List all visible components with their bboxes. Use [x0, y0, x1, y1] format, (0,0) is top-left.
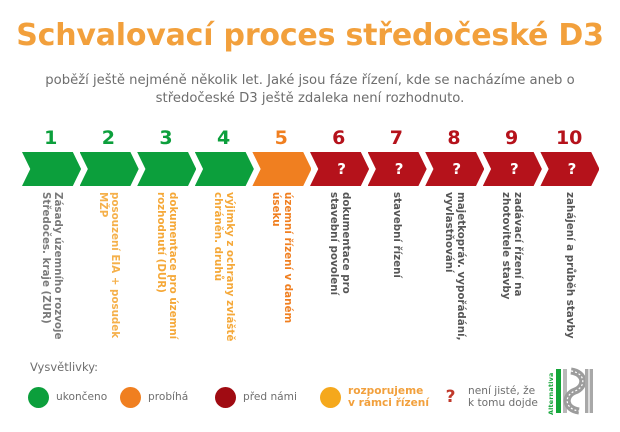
phase-number-2: 2	[101, 127, 115, 149]
legend-label-0: ukončeno	[56, 391, 108, 403]
phase-number-6: 6	[332, 127, 346, 149]
legend-item-1: probíhá	[120, 382, 188, 412]
phase-number-3: 3	[159, 127, 173, 149]
phase-number-9: 9	[504, 127, 519, 149]
phase-arrow-7[interactable]: ?	[367, 152, 427, 186]
phase-label-wrapper-3: dokumentace pro územní rozhodnutí (DÚR)	[137, 190, 195, 345]
phase-arrow-6[interactable]: ?	[310, 152, 370, 186]
phase-label-1: Zásady územního rozvoje Středočes. kraje…	[39, 192, 64, 340]
logo-road-graphic	[545, 367, 595, 415]
phase-arrow-9[interactable]: ?	[482, 152, 542, 186]
question-mark-icon: ?	[394, 159, 404, 178]
phase-number-8: 8	[447, 127, 461, 149]
phase-number-4: 4	[216, 127, 231, 149]
phase-arrow-5[interactable]	[252, 152, 312, 186]
phase-labels-row: Zásady územního rozvoje Středočes. kraje…	[22, 190, 598, 345]
phase-number-7: 7	[389, 127, 403, 149]
phase-arrow-2[interactable]	[79, 152, 139, 186]
phase-label-9: zadávací řízení na zhotovitele stavby	[500, 192, 525, 300]
question-mark-icon: ?	[452, 159, 462, 178]
logo-wordmark: Alternativa	[547, 372, 555, 415]
phase-label-8: majetkopráv. vypořádání, vyvlastňování	[443, 192, 467, 341]
legend-label-3: rozporujeme v rámci řízení	[348, 385, 429, 409]
legend-item-4: ? není jisté, že k tomu dojde	[440, 382, 538, 412]
phase-label-wrapper-9: zadávací řízení na zhotovitele stavby	[483, 190, 541, 345]
phase-label-6: dokumentace pro stavební povolení	[327, 192, 352, 296]
question-mark-icon: ?	[509, 159, 519, 178]
legend-item-0: ukončeno	[28, 382, 107, 412]
legend-row: ukončeno probíhá před námi rozporujeme v rá…	[28, 382, 538, 412]
legend-color-dot-icon	[28, 386, 49, 408]
phase-label-wrapper-7: stavební řízení	[368, 190, 426, 345]
phase-number-10: 10	[555, 127, 583, 149]
legend-item-3: rozporujeme v rámci řízení	[320, 382, 429, 412]
legend-color-dot-icon	[320, 386, 341, 408]
legend-item-2: před námi	[215, 382, 297, 412]
phase-number-5: 5	[274, 127, 288, 149]
legend-label-2: před námi	[243, 391, 297, 403]
phase-label-wrapper-4: výjimky z ochrany zvláště chráněn. druhů	[195, 190, 253, 345]
page-subtitle: poběží ještě nejméně několik let. Jaké j…	[45, 73, 575, 106]
phase-label-3: dokumentace pro územní rozhodnutí (DÚR)	[155, 192, 179, 340]
phase-arrows-row: ?????	[22, 152, 600, 186]
phase-arrow-8[interactable]: ?	[425, 152, 485, 186]
legend-label-4: není jisté, že k tomu dojde	[468, 385, 538, 409]
phase-label-7: stavební řízení	[391, 192, 404, 278]
phase-label-wrapper-2: posouzení EIA + posudek MŽP	[80, 190, 138, 345]
legend-label-1: probíhá	[148, 391, 189, 403]
phase-label-wrapper-5: územní řízení v daném úseku	[252, 190, 310, 345]
phase-arrow-10[interactable]: ?	[540, 152, 600, 186]
phase-arrow-1[interactable]	[22, 152, 82, 186]
phase-arrow-3[interactable]	[137, 152, 197, 186]
phase-label-wrapper-6: dokumentace pro stavební povolení	[310, 190, 368, 345]
alternativa-logo: Alternativa	[545, 367, 595, 415]
phase-label-wrapper-8: majetkopráv. vypořádání, vyvlastňování	[425, 190, 483, 345]
phase-label-wrapper-10: zahájení a průběh stavby	[540, 190, 598, 345]
phase-number-1: 1	[44, 127, 58, 149]
phase-label-2: posouzení EIA + posudek MŽP	[97, 192, 121, 339]
page-title: Schvalovací proces středočeské D3	[16, 18, 604, 53]
phase-arrow-4[interactable]	[194, 152, 254, 186]
legend-question-mark-icon: ?	[445, 387, 456, 407]
phase-label-wrapper-1: Zásady územního rozvoje Středočes. kraje…	[22, 190, 80, 345]
question-mark-icon: ?	[567, 159, 577, 178]
legend-title: Vysvětlivky:	[30, 360, 99, 374]
question-mark-icon: ?	[337, 159, 346, 178]
legend-color-dot-icon	[215, 386, 236, 408]
phase-label-4: výjimky z ochrany zvláště chráněn. druhů	[212, 192, 237, 342]
phase-label-10: zahájení a průběh stavby	[564, 192, 576, 339]
legend-color-dot-icon	[120, 386, 141, 408]
phase-numbers-row: 1 2 3 4 5 6 7 8 9 10	[22, 126, 598, 150]
phase-label-5: územní řízení v daném úseku	[270, 192, 294, 324]
